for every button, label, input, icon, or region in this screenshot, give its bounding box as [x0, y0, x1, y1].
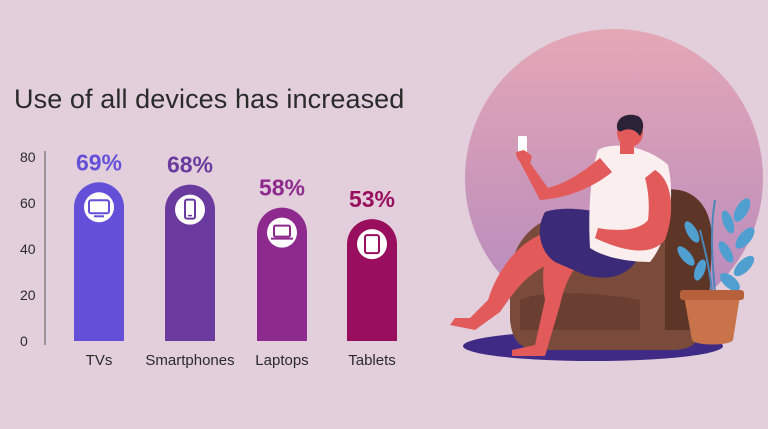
tv-icon — [88, 199, 110, 218]
smartphone-icon-circle — [175, 194, 205, 225]
value-label: 68% — [167, 152, 213, 178]
category-label: Tablets — [348, 352, 396, 369]
category-label: TVs — [86, 352, 113, 369]
person-on-chair-illustration — [450, 29, 763, 361]
bars: 69% 68% 58% 53% — [74, 149, 397, 341]
category-label: Smartphones — [145, 352, 234, 369]
bar-smartphones — [165, 184, 215, 341]
potted-plant — [677, 198, 755, 345]
phone — [518, 136, 527, 153]
tablet-icon-circle — [357, 229, 387, 260]
value-label: 69% — [76, 149, 122, 175]
bar-laptops — [257, 207, 307, 341]
y-axis: 0 20 40 60 80 — [20, 149, 36, 349]
y-tick-label: 80 — [20, 149, 36, 165]
y-tick-label: 0 — [20, 333, 28, 349]
chart-title: Use of all devices has increased — [14, 84, 405, 114]
y-tick-label: 60 — [20, 195, 36, 211]
y-tick-label: 40 — [20, 241, 36, 257]
y-tick-label: 20 — [20, 287, 36, 303]
laptop-icon — [271, 224, 293, 240]
tablet-icon — [364, 234, 380, 255]
value-label: 58% — [259, 175, 305, 201]
person — [450, 114, 672, 356]
bar-tvs — [74, 182, 124, 341]
smartphone-icon — [184, 198, 196, 220]
value-label: 53% — [349, 186, 395, 212]
category-label: Laptops — [255, 352, 308, 369]
x-axis-labels: TVs Smartphones Laptops Tablets — [86, 352, 396, 369]
laptop-icon-circle — [267, 217, 297, 248]
bar-chart: 0 20 40 60 80 69% 68% 58% 53% TVs Smartphones Lap… — [20, 149, 397, 369]
